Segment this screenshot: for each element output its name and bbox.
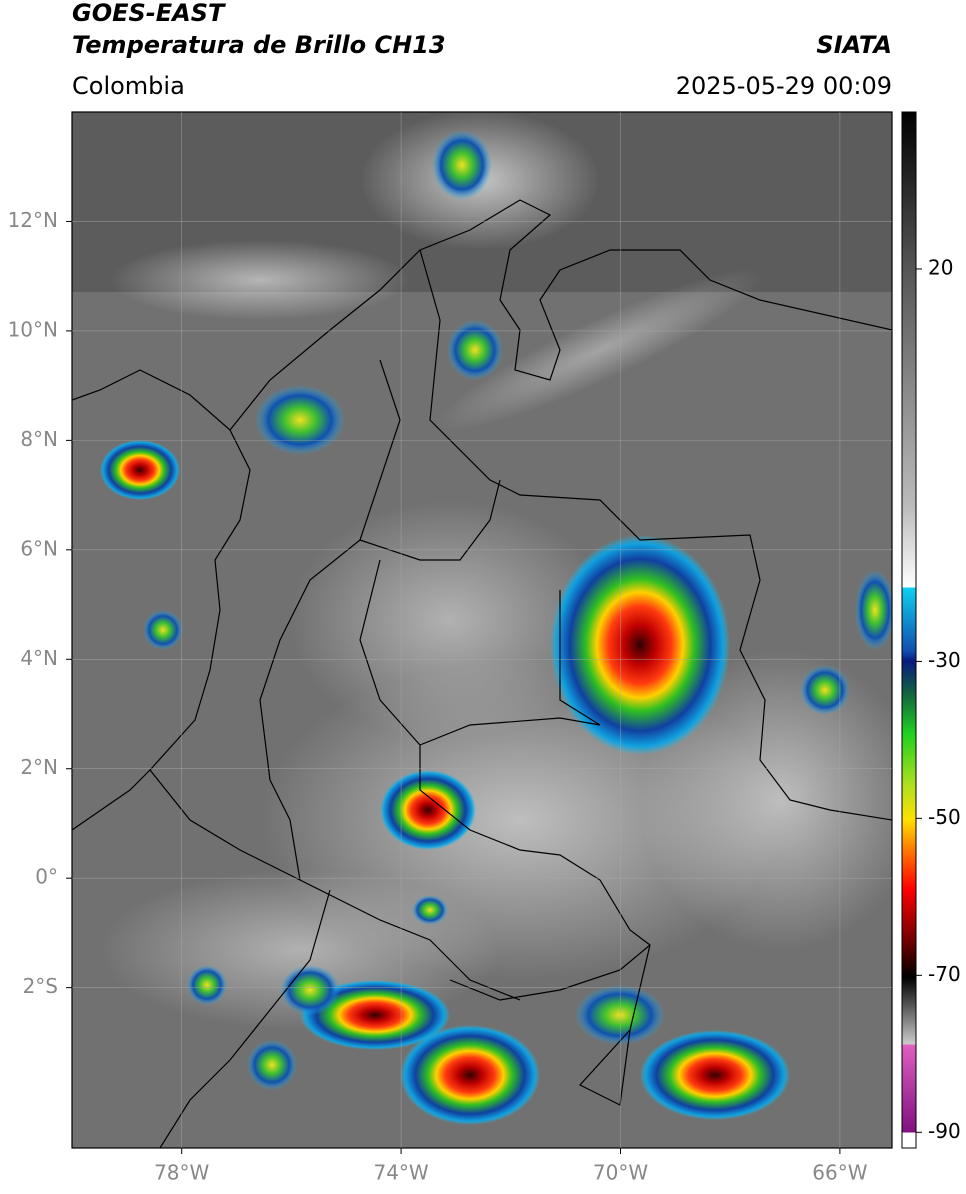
subtitle: Temperatura de Brillo CH13	[72, 31, 446, 59]
lat-tick-label: 4°N	[20, 646, 58, 670]
lon-tick-label: 70°W	[593, 1161, 648, 1185]
lon-tick-label: 74°W	[373, 1161, 428, 1185]
title: GOES-EAST	[72, 0, 226, 27]
source: SIATA	[816, 31, 892, 59]
lat-tick-label: 6°N	[20, 536, 58, 560]
datetime: 2025-05-29 00:09	[676, 72, 892, 100]
colorbar-tick-label: 20	[928, 255, 953, 279]
lat-tick-label: 12°N	[8, 208, 58, 232]
lon-tick-label: 78°W	[154, 1161, 209, 1185]
region: Colombia	[72, 72, 185, 100]
colorbar-tick-label: -50	[928, 805, 961, 829]
grid	[72, 112, 892, 1148]
lat-tick-label: 10°N	[8, 317, 58, 341]
map-frame	[71, 111, 893, 1149]
colorbar-tick-label: -90	[928, 1119, 961, 1143]
lat-tick-label: 2°S	[23, 974, 58, 998]
colorbar	[901, 111, 917, 1149]
lon-tick-label: 66°W	[812, 1161, 867, 1185]
colorbar-tick-label: -70	[928, 962, 961, 986]
lat-tick-label: 8°N	[20, 427, 58, 451]
map-image	[72, 112, 892, 1148]
colorbar-tick-label: -30	[928, 648, 961, 672]
lat-tick-label: 2°N	[20, 755, 58, 779]
lat-tick-label: 0°	[35, 865, 58, 889]
